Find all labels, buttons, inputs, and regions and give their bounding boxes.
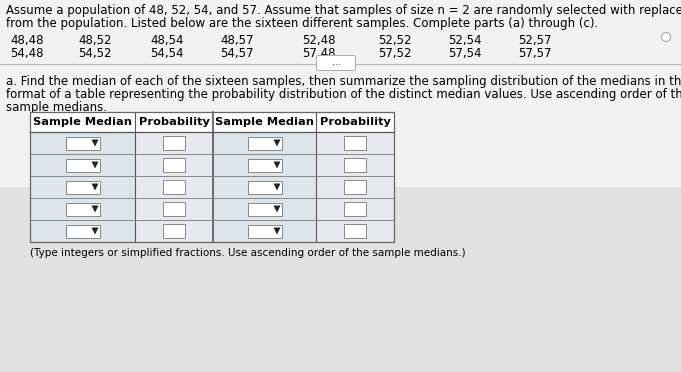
Bar [247, 158, 281, 171]
Text: 57,48: 57,48 [302, 47, 336, 60]
Text: 52,52: 52,52 [378, 34, 411, 47]
Bar [247, 202, 281, 215]
Text: a. Find the median of each of the sixteen samples, then summarize the sampling d: a. Find the median of each of the sixtee… [6, 75, 681, 88]
Bar [30, 220, 135, 242]
Text: sample medians.: sample medians. [6, 101, 107, 114]
Text: 57,57: 57,57 [518, 47, 552, 60]
Circle shape [661, 32, 671, 42]
Polygon shape [91, 183, 99, 190]
Bar [30, 198, 135, 220]
Text: 57,52: 57,52 [378, 47, 411, 60]
Polygon shape [274, 183, 281, 190]
Text: 54,52: 54,52 [78, 47, 112, 60]
Polygon shape [91, 228, 99, 234]
Bar [0, 0, 681, 187]
Bar [65, 137, 99, 150]
Polygon shape [91, 161, 99, 169]
Text: 48,54: 48,54 [150, 34, 183, 47]
Text: 52,57: 52,57 [518, 34, 552, 47]
Bar [30, 154, 135, 176]
Text: Probability: Probability [319, 117, 390, 127]
Bar [344, 158, 366, 172]
Bar [135, 154, 213, 176]
Text: 48,52: 48,52 [78, 34, 112, 47]
Bar [213, 176, 316, 198]
Text: format of a table representing the probability distribution of the distinct medi: format of a table representing the proba… [6, 88, 681, 101]
Bar [344, 224, 366, 238]
Bar [0, 187, 681, 372]
Bar [316, 198, 394, 220]
Bar [163, 136, 185, 150]
Text: 48,48: 48,48 [10, 34, 44, 47]
Text: 54,48: 54,48 [10, 47, 44, 60]
Bar [316, 176, 394, 198]
Bar [30, 176, 135, 198]
Bar [213, 132, 316, 154]
Bar [65, 180, 99, 193]
Bar [30, 112, 394, 242]
Text: 54,54: 54,54 [150, 47, 183, 60]
Bar [30, 112, 394, 132]
Bar [344, 136, 366, 150]
Bar [163, 224, 185, 238]
Bar [135, 198, 213, 220]
Text: 54,57: 54,57 [220, 47, 253, 60]
Polygon shape [91, 140, 99, 147]
Polygon shape [274, 161, 281, 169]
Bar [30, 132, 135, 154]
Bar [213, 198, 316, 220]
Bar [247, 137, 281, 150]
Bar [344, 180, 366, 194]
Text: Probability: Probability [138, 117, 210, 127]
Bar [163, 202, 185, 216]
Bar [247, 224, 281, 237]
Text: 48,57: 48,57 [220, 34, 253, 47]
FancyBboxPatch shape [317, 55, 355, 71]
Bar [316, 132, 394, 154]
Text: Sample Median: Sample Median [215, 117, 314, 127]
Bar [163, 180, 185, 194]
Bar [65, 158, 99, 171]
Bar [65, 224, 99, 237]
Bar [135, 220, 213, 242]
Bar [344, 202, 366, 216]
Text: from the population. Listed below are the sixteen different samples. Complete pa: from the population. Listed below are th… [6, 17, 598, 30]
Text: 52,48: 52,48 [302, 34, 336, 47]
Polygon shape [274, 140, 281, 147]
Text: (Type integers or simplified fractions. Use ascending order of the sample median: (Type integers or simplified fractions. … [30, 248, 466, 258]
Text: 57,54: 57,54 [448, 47, 481, 60]
Bar [135, 132, 213, 154]
Bar [316, 154, 394, 176]
Bar [65, 202, 99, 215]
Bar [135, 176, 213, 198]
Polygon shape [274, 205, 281, 212]
Bar [163, 158, 185, 172]
Text: ...: ... [332, 58, 340, 67]
Text: Sample Median: Sample Median [33, 117, 132, 127]
Bar [213, 220, 316, 242]
Text: Assume a population of 48, 52, 54, and 57. Assume that samples of size n = 2 are: Assume a population of 48, 52, 54, and 5… [6, 4, 681, 17]
Polygon shape [274, 228, 281, 234]
Text: 52,54: 52,54 [448, 34, 481, 47]
Bar [316, 220, 394, 242]
Bar [213, 154, 316, 176]
Bar [247, 180, 281, 193]
Polygon shape [91, 205, 99, 212]
